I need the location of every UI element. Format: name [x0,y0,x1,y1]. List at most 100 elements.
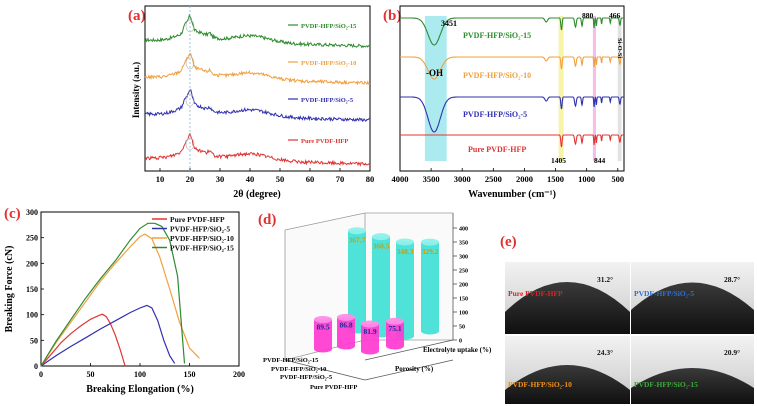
b-legend-label: PVDF-HFP/SiO₂-5 [463,110,527,119]
photo-sio2-15: 20.9° PVDF-HFP/SiO₂-15 [631,336,754,404]
b-tick-label-1500: 1500 [547,174,564,184]
photo-pure-label: Pure PVDF-HFP [508,289,563,298]
panel-b-label: (b) [383,8,401,24]
b-tick-label-3000: 3000 [454,174,471,184]
d-ztick-label-50: 50 [459,325,465,331]
panel-e: (e) 31.2° Pure PVDF-HFP 28.7° PVDF-HFP/S… [500,234,754,404]
panel-e-label: (e) [500,234,517,250]
d-ztick-label-200: 200 [459,283,468,289]
c-ytick-label-0: 0 [34,362,38,371]
photo-pure: 31.2° Pure PVDF-HFP [505,262,630,334]
panel-a-label: (a) [128,8,146,24]
panel-a-y-label: Intensity (a.u.) [131,62,141,118]
d-category-label: PVDF-HFP/SiO₂-15 [263,357,319,364]
photo-sio2-10: 24.3° PVDF-HFP/SiO₂-10 [505,336,630,404]
panel-d-series-label-uptake: Electrolyte uptake (%) [423,346,492,354]
a-series-pvdf-hfp-sio-10 [145,53,370,84]
b-tick-label-1000: 1000 [578,174,595,184]
a-tick-label-80: 80 [366,174,375,184]
b-band [425,16,447,161]
b-tick-label-2500: 2500 [485,174,502,184]
photo-sio2-10-angle: 24.3° [597,348,613,357]
annot-oh: -OH [426,68,443,78]
photo-sio2-5-angle: 28.7° [724,275,740,284]
d-category-label: PVDF-HFP/SiO₂-5 [280,374,333,381]
d-ztick-label-150: 150 [459,297,468,303]
d-ztick-label-400: 400 [459,227,468,233]
d-value-porosity: 89.5 [316,322,329,331]
c-ytick-label-150: 150 [26,285,38,294]
a-series-pvdf-hfp-sio-15 [145,15,370,47]
d-ztick-label-100: 100 [459,311,468,317]
d-value-uptake: 329.2 [422,247,439,256]
a-tick-label-40: 40 [246,174,255,184]
photo-sio2-15-label: PVDF-HFP/SiO₂-15 [634,380,698,389]
d-category-label: PVDF-HFP/SiO₂-10 [271,366,326,373]
annot-844: 844 [594,156,606,165]
d-ztick-label-350: 350 [459,241,468,247]
annot-880: 880 [582,11,594,20]
c-ytick-label-300: 300 [26,208,38,217]
d-value-porosity: 86.8 [339,320,352,329]
c-xtick-label-0: 0 [39,370,43,379]
d-value-uptake: 348.3 [397,247,414,256]
a-tick-label-10: 10 [156,174,165,184]
panel-c-x-label: Breaking Elongation (%) [86,384,194,395]
c-legend-label: PVDF-HFP/SiO₂-15 [170,244,234,253]
b-legend-label: PVDF-HFP/SiO₂-15 [463,31,531,40]
panel-c-legend: Pure PVDF-HFPPVDF-HFP/SiO₂-5PVDF-HFP/SiO… [152,215,234,253]
d-value-uptake: 367.7 [349,236,366,245]
annot-si-o-si: Si-O-Si [616,38,623,58]
c-xtick-label-200: 200 [233,370,245,379]
c-xtick-label-100: 100 [134,370,146,379]
b-tick-label-2000: 2000 [516,174,533,184]
b-tick-label-4000: 4000 [392,174,409,184]
d-value-uptake: 360.5 [373,242,390,251]
c-ytick-label-50: 50 [30,336,38,345]
photo-sio2-15-angle: 20.9° [724,348,740,357]
c-legend-label: Pure PVDF-HFP [170,215,225,224]
c-ytick-label-250: 250 [26,234,38,243]
a-series-pvdf-hfp-sio-5 [145,90,370,121]
b-legend-label: PVDF-HFP/SiO₂-10 [463,71,531,80]
d-value-porosity: 81.9 [363,327,376,336]
panel-a: (a) 10 20 30 40 50 60 70 80 2θ (degree) Intensi… [128,6,374,200]
c-legend-label: PVDF-HFP/SiO₂-5 [170,225,230,234]
photo-pure-angle: 31.2° [597,275,613,284]
d-ztick-label-300: 300 [459,255,468,261]
a-tick-label-30: 30 [216,174,225,184]
b-legend-label: Pure PVDF-HFP [468,145,526,154]
a-legend-label: Pure PVDF-HFP [301,138,348,145]
panel-d-label: (d) [258,212,276,228]
annot-1405: 1405 [551,156,566,165]
photo-sio2-5: 28.7° PVDF-HFP/SiO₂-5 [631,262,754,334]
panel-b: (b) 4000 3500 3000 2500 2000 1500 1000 500 Wave… [383,6,624,200]
c-ytick-label-100: 100 [26,311,38,320]
panel-c: (c) 0 50 100 150 200 0 50 100 150 200 250 300 Pure … [4,206,245,395]
c-legend-label: PVDF-HFP/SiO₂-10 [170,234,234,243]
panel-b-x-label: Wavenumber (cm⁻¹) [468,189,556,200]
a-tick-label-50: 50 [276,174,285,184]
panel-a-x-ticks: 10 20 30 40 50 60 70 80 [156,6,375,184]
b-tick-label-3500: 3500 [423,174,440,184]
c-ytick-label-200: 200 [26,259,38,268]
panel-d: (d) 0 50 100 150 200 250 300 350 400 367.7 360.5 3… [258,212,492,391]
panel-d-series-label-porosity: Porosity (%) [395,365,434,373]
panel-d-categories: PVDF-HFP/SiO₂-15 PVDF-HFP/SiO₂-10PVDF-HFP… [263,357,357,391]
panel-b-x-ticks: 4000 3500 3000 2500 2000 1500 1000 500 [392,168,625,184]
d-category-label: Pure PVDF-HFP [310,384,357,391]
a-legend-label: PVDF-HFP/SiO₂-5 [301,97,354,104]
panel-a-x-label: 2θ (degree) [233,189,281,200]
c-xtick-label-50: 50 [87,370,95,379]
d-ztick-label-0: 0 [459,339,462,345]
c-xtick-label-150: 150 [184,370,196,379]
annot-466: 466 [609,11,621,20]
d-ztick-label-250: 250 [459,269,468,275]
panel-c-y-label: Breaking Force (cN) [4,246,15,333]
a-tick-label-70: 70 [336,174,345,184]
c-series-pvdf-hfp-sio-15 [41,223,185,366]
a-legend-label: PVDF-HFP/SiO₂-10 [301,60,356,67]
photo-sio2-10-label: PVDF-HFP/SiO₂-10 [508,380,572,389]
panel-c-label: (c) [4,206,21,222]
d-bar-porosity-pure-pvdf-hfp [386,318,404,350]
